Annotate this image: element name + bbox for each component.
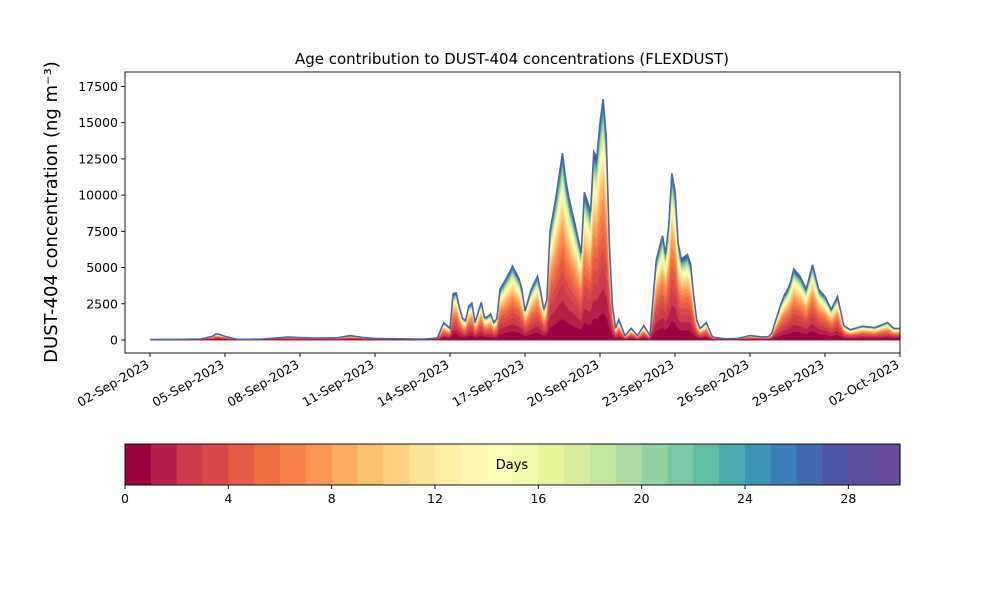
- y-tick-label: 15000: [78, 115, 118, 130]
- colorbar-swatch: [822, 444, 849, 485]
- total-concentration-line: [149, 99, 900, 341]
- y-tick-label: 5000: [86, 260, 118, 275]
- y-tick-label: 17500: [78, 79, 118, 94]
- colorbar-swatch: [176, 444, 204, 485]
- colorbar-ticks: 0 4 8 12 16 20 24 28: [121, 485, 856, 506]
- y-tick-label: 12500: [78, 151, 118, 166]
- colorbar-swatch: [538, 444, 565, 485]
- colorbar-tick-label: 4: [224, 491, 232, 506]
- colorbar-swatch: [796, 444, 824, 485]
- colorbar-swatch: [486, 444, 514, 485]
- colorbar-swatch: [667, 444, 694, 485]
- x-tick-label: 29-Sep-2023: [749, 357, 826, 410]
- x-tick-label: 02-Sep-2023: [74, 357, 151, 410]
- x-tick-label: 23-Sep-2023: [599, 357, 676, 410]
- colorbar-tick-label: 28: [840, 491, 856, 506]
- colorbar-swatch: [770, 444, 798, 485]
- colorbar-swatch: [641, 444, 669, 485]
- colorbar-swatch: [512, 444, 539, 485]
- x-tick-label: 20-Sep-2023: [524, 357, 601, 410]
- colorbar-swatch: [435, 444, 462, 485]
- y-tick-label: 0: [110, 332, 118, 347]
- x-tick-label: 17-Sep-2023: [449, 357, 526, 410]
- y-tick-label: 7500: [86, 224, 118, 239]
- colorbar-tick-label: 24: [737, 491, 753, 506]
- colorbar-swatch: [202, 444, 229, 485]
- colorbar-swatch: [719, 444, 746, 485]
- colorbar-tick-label: 16: [530, 491, 546, 506]
- colorbar-swatch: [745, 444, 772, 485]
- y-axis-ticks: 0 2500 5000 7500 10000 12500 15000 17500: [78, 79, 125, 347]
- colorbar-swatch: [693, 444, 720, 485]
- colorbar-swatch: [848, 444, 875, 485]
- colorbar-tick-label: 20: [634, 491, 650, 506]
- stacked-age-areas: [149, 99, 900, 341]
- colorbar-swatch: [460, 444, 488, 485]
- x-tick-label: 11-Sep-2023: [299, 357, 376, 410]
- chart-title: Age contribution to DUST-404 concentrati…: [295, 50, 729, 68]
- colorbar-swatch: [125, 444, 152, 485]
- x-tick-label: 02-Oct-2023: [826, 357, 902, 409]
- x-tick-label: 08-Sep-2023: [224, 357, 301, 410]
- y-tick-label: 10000: [78, 188, 118, 203]
- colorbar-swatch: [564, 444, 591, 485]
- y-tick-label: 2500: [86, 296, 118, 311]
- colorbar: [125, 444, 901, 485]
- y-axis-label: DUST-404 concentration (ng m⁻³): [41, 61, 62, 363]
- colorbar-label: Days: [496, 458, 529, 473]
- colorbar-swatch: [590, 444, 617, 485]
- x-axis-ticks: 02-Sep-202305-Sep-202308-Sep-202311-Sep-…: [74, 353, 902, 410]
- colorbar-swatch: [280, 444, 307, 485]
- x-tick-label: 14-Sep-2023: [374, 357, 451, 410]
- colorbar-frame: [124, 443, 901, 486]
- colorbar-tick-label: 8: [328, 491, 336, 506]
- colorbar-swatch: [254, 444, 281, 485]
- colorbar-tick-label: 0: [121, 491, 129, 506]
- colorbar-swatch: [150, 444, 178, 485]
- colorbar-swatch: [357, 444, 384, 485]
- colorbar-swatch: [874, 444, 901, 485]
- colorbar-tick-label: 12: [427, 491, 443, 506]
- colorbar-swatch: [409, 444, 436, 485]
- age-layer-0: [149, 312, 900, 341]
- colorbar-swatch: [331, 444, 359, 485]
- x-tick-label: 26-Sep-2023: [674, 357, 751, 410]
- colorbar-swatch: [383, 444, 410, 485]
- x-tick-label: 05-Sep-2023: [149, 357, 226, 410]
- colorbar-swatch: [228, 444, 255, 485]
- colorbar-swatch: [615, 444, 643, 485]
- plot-frame: [124, 71, 901, 354]
- colorbar-swatch: [305, 444, 333, 485]
